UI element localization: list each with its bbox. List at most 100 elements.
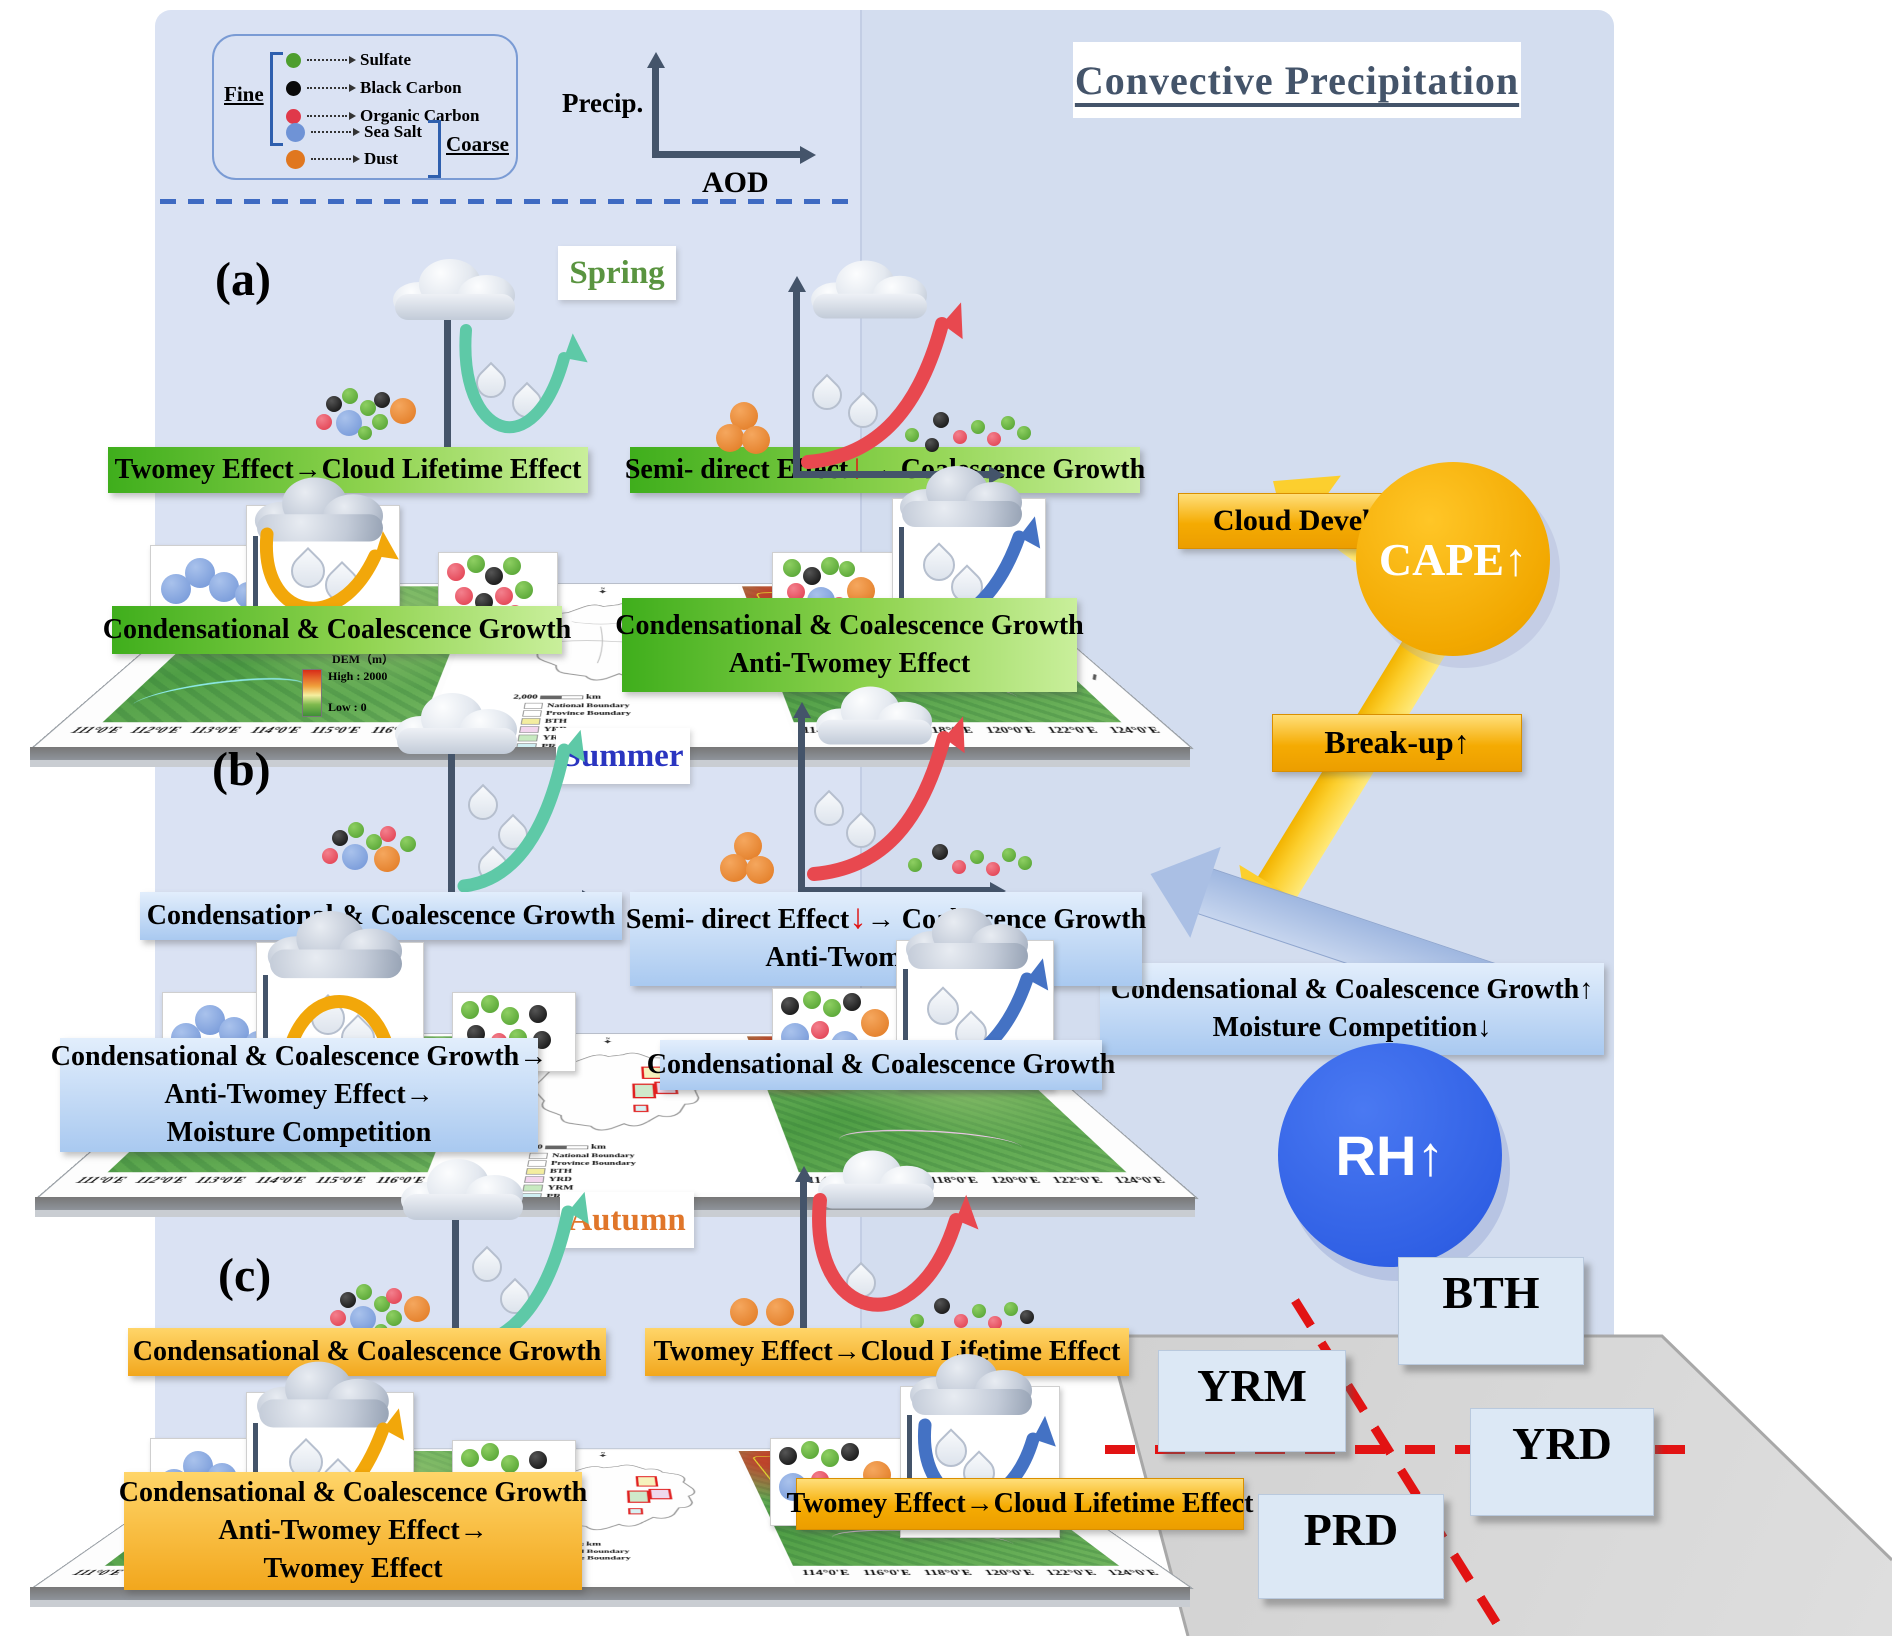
ccg-moisture-line: Condensational & Coalescence Growth↑ bbox=[1110, 974, 1594, 1006]
banner-text: Condensational & Coalescence Growth→ bbox=[50, 1041, 548, 1073]
red-rising-curve-arrow bbox=[807, 716, 965, 881]
longitude-ticks-left: 111°0'E112°0'E113°0'E114°0'E115°0'E116°0… bbox=[67, 726, 422, 736]
banner-text: Twomey Effect bbox=[263, 1552, 443, 1584]
chart-axis bbox=[800, 1180, 807, 1356]
red-dashed-line-horizontal bbox=[1105, 1445, 1690, 1454]
cape-label: CAPE↑ bbox=[1378, 533, 1528, 585]
breakup-label: Break-up↑ bbox=[1324, 724, 1470, 761]
aod-axis-arrow-icon bbox=[800, 146, 816, 164]
chart-axis bbox=[793, 471, 993, 478]
storm-cloud-icon bbox=[907, 1353, 1037, 1415]
banner-spring-topright: Semi- direct Effect↓→ Coalescence Growth bbox=[625, 447, 1145, 493]
dem-high: High : 2000 bbox=[328, 669, 388, 683]
longitude-tick: 124°0'E bbox=[1110, 1175, 1170, 1186]
banner-autumn-topright: Twomey Effect→Cloud Lifetime Effect bbox=[645, 1328, 1129, 1376]
dotted-line bbox=[311, 131, 351, 133]
region-box-prd: PRD bbox=[1258, 1494, 1444, 1599]
arrow-right-icon bbox=[353, 155, 360, 163]
aerosol-cluster bbox=[910, 1296, 1070, 1351]
legend-swatch bbox=[525, 1167, 546, 1175]
figure-title: Convective Precipitation bbox=[1074, 57, 1520, 103]
legend-swatch bbox=[528, 1152, 549, 1159]
red-u-curve-arrow bbox=[812, 1193, 979, 1312]
precip-axis-y bbox=[652, 66, 659, 158]
banner-summer-bottomleft: Condensational & Coalescence Growth→ Anti… bbox=[51, 1038, 547, 1152]
teal-rising-curve-arrow bbox=[457, 729, 585, 893]
arrow-right-icon bbox=[349, 56, 356, 64]
legend-swatch bbox=[522, 710, 542, 717]
legend-swatch bbox=[523, 702, 544, 709]
breakup-banner: Break-up↑ bbox=[1272, 714, 1522, 772]
dust-cluster bbox=[730, 1296, 796, 1332]
aerosol-legend-box bbox=[212, 34, 518, 180]
storm-cloud-icon bbox=[265, 910, 408, 979]
aerosol-dot-icon bbox=[286, 80, 301, 96]
scale-bar: 2,000 km bbox=[512, 693, 602, 701]
aod-axis-label: AOD bbox=[702, 166, 769, 199]
chart-axis bbox=[793, 290, 800, 478]
dotted-line bbox=[311, 158, 351, 160]
arrow-right-icon bbox=[353, 128, 360, 136]
banner-text: Condensational & Coalescence Growth bbox=[102, 614, 572, 646]
banner-text: Anti-Twomey Effect→ bbox=[218, 1515, 488, 1547]
region-label-bth: BTH bbox=[1442, 1267, 1540, 1318]
aerosol-dot-icon bbox=[286, 108, 301, 124]
precip-axis-x bbox=[652, 151, 804, 158]
red-rising-curve-arrow bbox=[801, 302, 963, 469]
panel-label-b: (b) bbox=[212, 743, 271, 796]
banner-text: Semi- direct Effect bbox=[625, 904, 850, 936]
fine-label: Fine bbox=[224, 82, 264, 106]
teal-u-curve-arrow bbox=[459, 324, 588, 434]
compass-icon: N ✦ bbox=[601, 1036, 614, 1046]
aerosol-label: Organic Carbon bbox=[360, 106, 480, 125]
banner-text: Condensational & Coalescence Growth bbox=[118, 1477, 588, 1509]
aerosol-label: Sea Salt bbox=[364, 122, 423, 141]
precip-axis-label: Precip. bbox=[562, 88, 644, 118]
legend-label: National Boundary bbox=[546, 702, 630, 709]
figure-title-box: Convective Precipitation bbox=[1073, 42, 1521, 118]
coarse-items: Sea Salt Dust bbox=[286, 122, 422, 176]
rh-circle: RH↑ bbox=[1278, 1043, 1502, 1267]
banner-spring-topleft: Twomey Effect→Cloud Lifetime Effect bbox=[108, 447, 588, 493]
cloud-icon bbox=[815, 1150, 939, 1209]
chart-axis-arrow-icon bbox=[989, 466, 1005, 484]
chart-axis bbox=[798, 887, 994, 894]
aerosol-label: Dust bbox=[364, 149, 399, 168]
longitude-tick: 111°0'E bbox=[68, 1568, 127, 1578]
banner-autumn-topleft: Condensational & Coalescence Growth bbox=[128, 1328, 606, 1376]
storm-cloud-icon bbox=[897, 465, 1027, 527]
chart-axis bbox=[798, 716, 805, 894]
aerosol-cluster bbox=[905, 408, 1065, 463]
banner-summer-bottomright: Condensational & Coalescence Growth bbox=[647, 1040, 1115, 1090]
longitude-tick: 112°0'E bbox=[132, 1175, 189, 1186]
legend-swatch bbox=[520, 717, 541, 725]
cloud-icon bbox=[392, 692, 522, 754]
compass-icon: N ✦ bbox=[596, 586, 609, 596]
ccg-moisture-line: Moisture Competition↓ bbox=[1212, 1012, 1492, 1043]
aerosol-label: Sulfate bbox=[360, 50, 411, 69]
legend-label: YRD bbox=[548, 1175, 573, 1183]
storm-cloud-icon bbox=[254, 1361, 394, 1428]
longitude-tick: 114°0'E bbox=[800, 1568, 853, 1578]
rh-label: RH↑ bbox=[1335, 1123, 1445, 1187]
chart-axis-arrow-icon bbox=[788, 276, 806, 292]
dotted-line bbox=[307, 115, 347, 117]
dem-title: DEM（m） bbox=[332, 652, 394, 666]
longitude-tick: 120°0'E bbox=[982, 725, 1040, 736]
banner-text: → Coalescence Growth bbox=[865, 454, 1146, 486]
legend-label: BTH bbox=[549, 1167, 573, 1175]
longitude-tick: 113°0'E bbox=[187, 725, 244, 736]
legend-label: Province Boundary bbox=[550, 1159, 636, 1167]
coarse-label: Coarse bbox=[446, 132, 509, 156]
region-label-yrm: YRM bbox=[1197, 1360, 1307, 1411]
panel-label-c: (c) bbox=[218, 1249, 272, 1302]
longitude-tick: 118°0'E bbox=[921, 1568, 976, 1578]
cloud-icon bbox=[808, 260, 932, 319]
legend-label: Province Boundary bbox=[545, 709, 631, 717]
longitude-tick: 113°0'E bbox=[192, 1175, 249, 1186]
aerosol-dot-icon bbox=[286, 149, 305, 169]
compass-icon: N ✦ bbox=[597, 1451, 609, 1459]
cloud-icon bbox=[390, 258, 520, 320]
